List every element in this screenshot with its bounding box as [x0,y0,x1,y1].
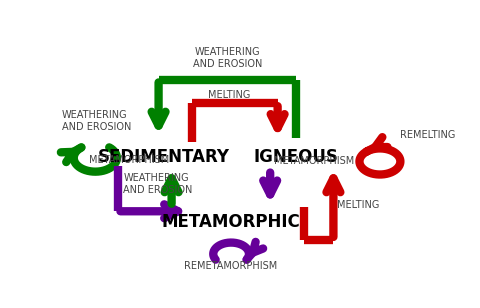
Text: WEATHERING
AND EROSION: WEATHERING AND EROSION [123,173,192,195]
Text: REMETAMORPHISM: REMETAMORPHISM [184,261,278,271]
Text: SEDIMENTARY: SEDIMENTARY [98,148,230,166]
Text: WEATHERING
AND EROSION: WEATHERING AND EROSION [192,47,262,69]
Text: METAMORPHISM: METAMORPHISM [274,156,354,166]
Text: WEATHERING
AND EROSION: WEATHERING AND EROSION [62,110,131,132]
Text: METAMORPHIC: METAMORPHIC [162,213,300,231]
Text: METAMORPHISM: METAMORPHISM [89,155,170,165]
Text: MELTING: MELTING [208,90,251,100]
Text: IGNEOUS: IGNEOUS [254,148,339,166]
Text: MELTING: MELTING [337,200,380,210]
Text: REMELTING: REMELTING [400,130,456,140]
